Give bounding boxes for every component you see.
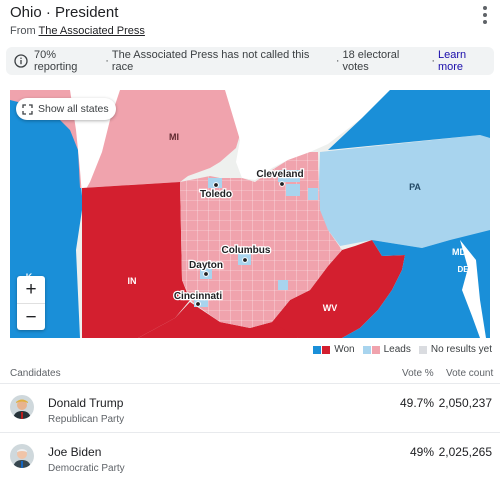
candidate-vote-count: 2,050,237	[438, 396, 492, 410]
state-label-mi: MI	[169, 132, 179, 142]
city-label-cincinnati: Cincinnati	[174, 291, 223, 302]
state-label-in: IN	[128, 276, 137, 286]
divider	[0, 432, 500, 433]
chesapeake-bay	[460, 240, 486, 338]
source-line: From The Associated Press	[10, 25, 145, 37]
divider	[0, 383, 500, 384]
candidate-vote-pct: 49.7%	[399, 396, 434, 410]
candidate-row[interactable]: Donald Trump Republican Party 49.7% 2,05…	[0, 385, 500, 431]
candidate-party: Democratic Party	[48, 463, 125, 474]
legend-no-results: No results yet	[418, 344, 492, 355]
show-all-states-button[interactable]: Show all states	[16, 98, 116, 120]
candidate-avatar	[10, 444, 34, 468]
zoom-in-button[interactable]: +	[25, 279, 37, 300]
candidate-name: Donald Trump	[48, 396, 124, 410]
city-label-dayton: Dayton	[189, 260, 223, 271]
state-ky	[138, 302, 298, 338]
electoral-votes-text: 18 electoral votes	[342, 49, 400, 73]
candidate-row[interactable]: Joe Biden Democratic Party 49% 2,025,265	[0, 434, 500, 480]
legend-swatch-dem-leads	[362, 345, 371, 354]
candidate-party: Republican Party	[48, 414, 125, 425]
source-link[interactable]: The Associated Press	[38, 25, 145, 37]
zoom-out-button[interactable]: −	[17, 303, 45, 330]
info-icon	[14, 54, 28, 68]
election-map[interactable]: MI PA IN WV MD DE K Cleveland Toledo Col…	[10, 90, 490, 338]
city-label-toledo: Toledo	[200, 189, 232, 200]
legend-won: Won	[313, 344, 355, 355]
city-dot-dayton	[203, 271, 209, 277]
separator: ·	[105, 55, 109, 67]
city-label-cleveland: Cleveland	[256, 169, 303, 180]
legend-swatch-dem-won	[313, 345, 322, 354]
legend-no-results-label: No results yet	[430, 344, 492, 355]
state-pa	[318, 135, 490, 248]
city-dot-toledo	[213, 182, 219, 188]
map-legend: Won Leads No results yet	[305, 344, 492, 355]
city-dot-columbus	[242, 257, 248, 263]
separator: ·	[335, 55, 340, 67]
learn-more-link[interactable]: Learn more	[437, 49, 467, 73]
separator: ·	[431, 55, 435, 67]
state-label-wv: WV	[323, 303, 338, 313]
city-dot-cleveland	[279, 181, 285, 187]
legend-won-label: Won	[334, 344, 355, 355]
legend-leads-label: Leads	[383, 344, 411, 355]
zoom-control: + −	[17, 276, 45, 330]
county-mahoning	[308, 188, 318, 200]
state-md-va	[342, 230, 490, 338]
source-prefix: From	[10, 25, 36, 37]
reporting-text: 70% reporting	[34, 49, 78, 73]
state-in	[82, 182, 190, 338]
legend-swatch-rep-won	[322, 345, 331, 354]
show-all-label: Show all states	[38, 103, 109, 115]
col-header-vote-pct: Vote %	[402, 368, 434, 379]
reporting-notice: 70% reporting · The Associated Press has…	[6, 47, 494, 75]
city-dot-cincinnati	[195, 301, 201, 307]
state-wv	[272, 240, 405, 338]
county-summit	[286, 184, 300, 196]
map-canvas: MI PA IN WV MD DE K Cleveland Toledo Col…	[10, 90, 490, 338]
expand-icon	[22, 103, 33, 115]
title-row: Ohio · President	[10, 4, 118, 21]
legend-swatch-no-results	[418, 345, 427, 354]
state-label-de: DE	[457, 265, 469, 274]
page-title: Ohio · President	[10, 4, 119, 21]
col-header-vote-count: Vote count	[446, 368, 494, 379]
candidate-avatar	[10, 395, 34, 419]
city-label-columbus: Columbus	[222, 245, 271, 256]
lake-erie	[225, 90, 390, 180]
col-header-candidates: Candidates	[10, 368, 61, 379]
candidate-name: Joe Biden	[48, 445, 102, 459]
legend-swatch-rep-leads	[371, 345, 380, 354]
county-hamilton	[194, 296, 208, 307]
not-called-text: The Associated Press has not called this…	[111, 49, 310, 73]
legend-leads: Leads	[362, 344, 411, 355]
state-label-pa: PA	[409, 182, 421, 192]
more-options-icon[interactable]	[482, 6, 488, 24]
candidate-vote-count: 2,025,265	[438, 445, 492, 459]
candidate-vote-pct: 49%	[409, 445, 434, 459]
county-athens	[278, 280, 288, 290]
state-label-md: MD	[452, 247, 466, 257]
state-ny	[328, 90, 490, 150]
county-cuyahoga	[278, 170, 300, 182]
